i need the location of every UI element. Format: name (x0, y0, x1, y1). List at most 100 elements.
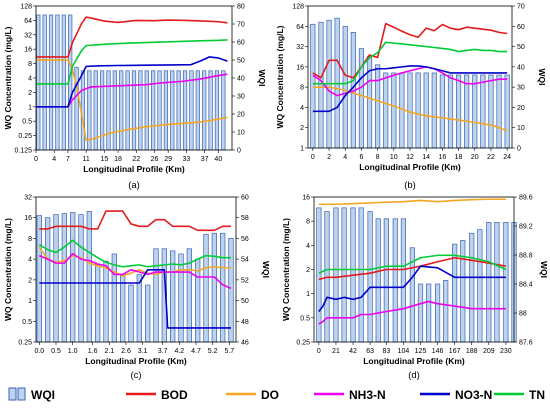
wqi-bar (112, 70, 117, 151)
y2-tick-label: 0 (237, 148, 241, 155)
y-tick-label: 2 (300, 125, 304, 132)
wqi-bar (48, 14, 54, 151)
x-tick-label: 3.1 (138, 348, 148, 355)
legend-item-no3: NO3-N (420, 388, 492, 402)
y-tick-label: 32 (296, 44, 304, 51)
wqi-bar (86, 211, 92, 343)
y2-tick-label: 46 (241, 340, 249, 347)
series-line-nh3 (312, 66, 508, 97)
y-tick-label: 8 (28, 236, 32, 243)
x-tick-label: 2 (327, 154, 331, 161)
panel-label: (a) (128, 180, 140, 191)
chart-panel-1: 0 4 7 11 15 18 22 26 29 33 37 40 0.125 0.25 0.5 1 2 4 8 16 3… (3, 4, 267, 192)
y-tick-label: 2 (28, 90, 32, 97)
wqi-bar (221, 70, 226, 151)
wqi-bar (342, 25, 348, 149)
wqi-bar (391, 72, 397, 149)
wqi-bar (417, 283, 424, 343)
wqi-bar (415, 72, 421, 149)
x-tick-label: 0 (311, 154, 315, 161)
wqi-bar (431, 72, 437, 149)
chart-panel-4: 0 21 42 63 83 104 125 146 167 188 209 230 0.25 0.5 1 2 4… (281, 195, 549, 382)
x-tick-label: 125 (415, 348, 427, 355)
x-tick-label: 4 (343, 154, 347, 161)
wqi-bar (423, 72, 429, 149)
series-line-do (312, 86, 508, 132)
x-axis-title: Longitudinal Profile (Km) (363, 356, 465, 366)
y2-tick-label: 70 (237, 22, 245, 29)
wqi-bar (503, 222, 509, 343)
series-line-nh3 (36, 73, 228, 108)
series-line-nh3 (318, 300, 506, 325)
wqi-bar (472, 74, 478, 149)
x-tick-label: 188 (466, 348, 478, 355)
legend-label: NH3-N (349, 388, 386, 402)
y-tick-label: 4 (28, 257, 32, 264)
wqi-bar (488, 74, 494, 149)
y2-tick-label: 58 (241, 215, 249, 222)
y-tick-label: 4 (28, 76, 32, 83)
x-tick-label: 6 (359, 154, 363, 161)
x-tick-label: 22 (487, 154, 495, 161)
x-tick-label: 11 (82, 156, 89, 163)
legend-item-tn: TN (494, 388, 545, 402)
x-tick-label: 3.7 (158, 348, 168, 355)
y2-tick-label: 20 (237, 112, 245, 119)
x-tick-label: 0.0 (34, 348, 44, 355)
wqi-bar (153, 248, 159, 343)
wqi-bar (375, 218, 381, 343)
x-tick-label: 4 (52, 156, 56, 163)
x-tick-label: 2.6 (121, 348, 131, 355)
series-line-no3 (39, 268, 231, 329)
y-tick-label: 128 (20, 4, 32, 11)
wqi-bar (383, 72, 389, 149)
wqi-bar (189, 70, 194, 151)
x-tick-label: 40 (214, 156, 222, 163)
y2-tick-label: 50 (241, 298, 249, 305)
y-tick-label: 128 (292, 4, 304, 11)
x-tick-label: 7 (66, 156, 70, 163)
wqi-bar (456, 74, 462, 149)
y2-tick-label: 10 (237, 130, 245, 137)
x-tick-label: 8 (376, 154, 380, 161)
y2-tick-label: 56 (241, 236, 249, 243)
wqi-bar (439, 74, 445, 149)
wqi-bar (434, 283, 441, 343)
x-tick-label: 104 (398, 348, 410, 355)
x-tick-label: 14 (422, 154, 430, 161)
wqi-bar (496, 74, 502, 149)
x-tick-label: 16 (438, 154, 446, 161)
y2-tick-label: 50 (237, 58, 245, 65)
wqi-bar (138, 70, 143, 151)
y-tick-label: 8 (306, 219, 310, 226)
x-tick-label: 4.7 (191, 348, 201, 355)
y2-axis-title: WQI (257, 70, 267, 87)
y2-tick-label: 0 (517, 146, 521, 153)
wqi-bar (125, 70, 130, 151)
legend-label: NO3-N (455, 388, 492, 402)
legend-item-do: DO (226, 388, 279, 402)
series-line-do (318, 198, 506, 206)
y-tick-label: 32 (24, 195, 32, 202)
wqi-bar (316, 207, 322, 343)
y-tick-label: 64 (296, 24, 304, 31)
legend-item-bod: BOD (126, 388, 188, 402)
series-line-no3 (312, 65, 508, 113)
y2-tick-label: 50 (517, 44, 525, 51)
x-tick-label: 1.0 (68, 348, 78, 355)
wqi-bar (504, 74, 510, 149)
panel-label: (d) (408, 370, 420, 381)
wqi-bar (202, 70, 207, 151)
wqi-bar (310, 23, 316, 149)
y2-tick-label: 60 (517, 24, 525, 31)
wqi-bar (78, 214, 84, 343)
y2-tick-label: 88.4 (519, 282, 533, 289)
y-tick-label: 1 (306, 291, 310, 298)
y2-tick-label: 40 (237, 76, 245, 83)
y-tick-label: 0.5 (22, 119, 32, 126)
y-tick-label: 4 (306, 243, 310, 250)
wqi-bar (36, 215, 42, 343)
y-tick-label: 2 (28, 277, 32, 284)
series-line-bod (312, 22, 508, 79)
y-tick-label: 1 (300, 146, 304, 153)
